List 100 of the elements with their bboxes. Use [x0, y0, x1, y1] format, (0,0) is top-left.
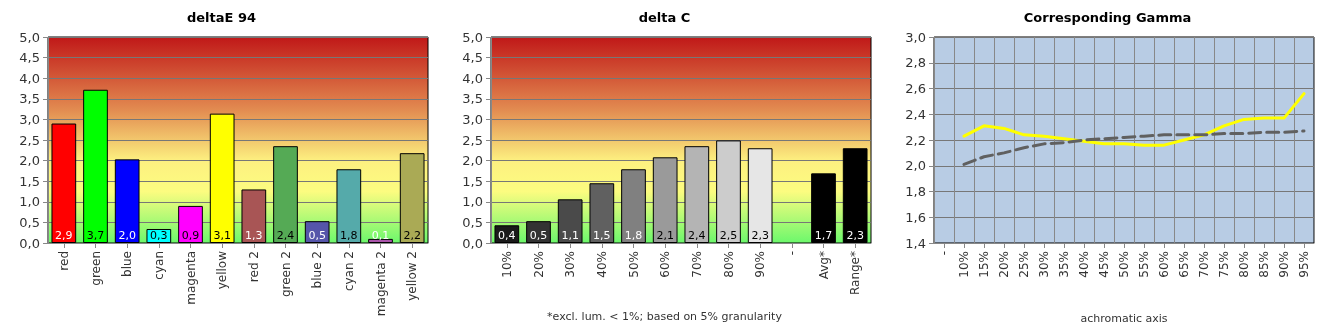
y-tick-label: 1,8	[905, 184, 926, 199]
line-series	[962, 92, 1306, 147]
chart-title: delta C	[638, 10, 691, 25]
y-tick-label: 0,0	[19, 235, 40, 251]
x-tick-label: 90%	[1277, 251, 1291, 278]
data-label: 2,3	[751, 229, 769, 242]
x-tick-label: cyan 2	[341, 251, 356, 292]
data-label: 0,1	[371, 229, 390, 242]
x-tick-label: green 2	[278, 251, 293, 298]
x-tick-label: blue 2	[310, 251, 325, 289]
x-tick-label: 75%	[1217, 251, 1231, 278]
x-tick-label: Range*	[848, 251, 863, 296]
x-tick-label: magenta 2	[373, 251, 388, 317]
x-tick-label: 55%	[1137, 251, 1151, 278]
line-series	[962, 129, 1306, 166]
y-tick-label: 1,0	[462, 194, 483, 210]
x-axis-title: achromatic axis	[1080, 312, 1168, 325]
x-tick-label: 85%	[1257, 251, 1271, 278]
chart-title: deltaE 94	[186, 10, 257, 25]
data-label: 0,9	[181, 229, 200, 242]
x-tick-label: Avg*	[816, 251, 831, 280]
y-tick-label: 2,0	[905, 158, 926, 174]
x-tick-label: yellow	[215, 250, 230, 290]
x-tick-label: blue	[120, 251, 135, 277]
data-label: 2,3	[846, 229, 864, 242]
y-tick-label: 2,4	[905, 106, 926, 122]
data-label: 2,2	[403, 229, 421, 242]
x-tick-label: magenta	[183, 251, 198, 305]
data-label: 1,8	[624, 229, 643, 242]
x-tick-label: 40%	[594, 251, 609, 278]
data-label: 1,5	[593, 229, 611, 242]
x-tick-label: 80%	[1237, 251, 1251, 278]
y-tick-label: 4,0	[462, 70, 483, 86]
data-label: 1,7	[814, 229, 833, 242]
x-tick-label: 70%	[1197, 251, 1211, 278]
x-tick-label: red 2	[246, 251, 261, 283]
y-tick-label: 0,5	[19, 214, 40, 230]
x-tick-label: 20%	[997, 251, 1011, 278]
x-tick-label: -	[784, 251, 799, 256]
x-tick-label: 35%	[1057, 251, 1071, 278]
x-tick-label: cyan	[151, 251, 166, 280]
x-tick-label: 60%	[658, 251, 673, 278]
y-tick-label: 1,0	[19, 194, 40, 210]
y-tick-label: 2,2	[905, 132, 926, 148]
data-label: 2,0	[118, 229, 136, 242]
y-tick-label: 3,5	[462, 91, 483, 107]
y-tick-label: 0,0	[462, 235, 483, 251]
x-tick-label: 50%	[1117, 251, 1131, 278]
y-tick-label: 2,0	[462, 153, 483, 169]
data-label: 2,5	[719, 229, 738, 242]
data-label: 3,7	[86, 229, 105, 242]
x-tick-label: -	[937, 251, 951, 256]
x-tick-label: red	[56, 251, 71, 271]
y-tick-label: 0,5	[462, 214, 483, 230]
y-tick-label: 4,5	[462, 50, 483, 66]
y-tick-label: 4,5	[19, 50, 40, 66]
x-tick-label: 90%	[753, 251, 768, 278]
x-tick-label: 10%	[957, 251, 971, 278]
data-label: 0,5	[308, 229, 326, 242]
x-tick-label: 25%	[1017, 251, 1031, 278]
y-tick-label: 5,0	[19, 29, 40, 45]
y-tick-label: 1,6	[905, 209, 926, 225]
data-label: 3,1	[213, 229, 231, 242]
data-label: 2,4	[276, 229, 295, 242]
data-label: 0,3	[150, 229, 168, 242]
data-label: 0,5	[529, 229, 548, 242]
data-label: 2,4	[688, 229, 706, 242]
data-label: 1,8	[340, 229, 358, 242]
x-tick-label: 15%	[977, 251, 991, 278]
x-tick-label: 95%	[1297, 251, 1311, 278]
y-tick-label: 3,5	[19, 91, 40, 107]
x-tick-label: yellow 2	[405, 251, 420, 301]
text: *excl. lum. < 1%; based on 5% granularity	[547, 310, 783, 323]
y-tick-label: 3,0	[905, 29, 926, 45]
y-tick-label: 5,0	[462, 29, 483, 45]
data-label: 1,3	[245, 229, 263, 242]
x-tick-label: 30%	[1037, 251, 1051, 278]
x-tick-label: 70%	[689, 251, 704, 278]
x-tick-label: 30%	[563, 251, 578, 278]
x-tick-label: 80%	[721, 251, 736, 278]
y-tick-label: 2,5	[19, 132, 40, 148]
y-tick-label: 2,5	[462, 132, 483, 148]
y-tick-label: 1,5	[462, 173, 483, 189]
y-tick-label: 3,0	[462, 111, 483, 127]
x-tick-label: green	[88, 251, 103, 286]
y-tick-label: 2,6	[905, 81, 926, 96]
y-tick-label: 1,4	[905, 235, 926, 251]
y-tick-label: 3,0	[19, 111, 40, 127]
chart-title: Corresponding Gamma	[1023, 10, 1192, 25]
x-tick-label: 50%	[626, 251, 641, 278]
y-tick-label: 2,8	[905, 55, 926, 71]
y-tick-label: 4,0	[19, 70, 40, 86]
data-label: 2,1	[656, 229, 674, 242]
y-tick-label: 1,5	[19, 173, 40, 189]
x-tick-label: 10%	[499, 251, 514, 278]
x-tick-label: 40%	[1077, 251, 1091, 278]
x-tick-label: 20%	[531, 251, 546, 278]
x-tick-label: 45%	[1097, 251, 1111, 278]
x-tick-label: 60%	[1157, 251, 1171, 278]
data-label: 0,4	[498, 229, 516, 242]
